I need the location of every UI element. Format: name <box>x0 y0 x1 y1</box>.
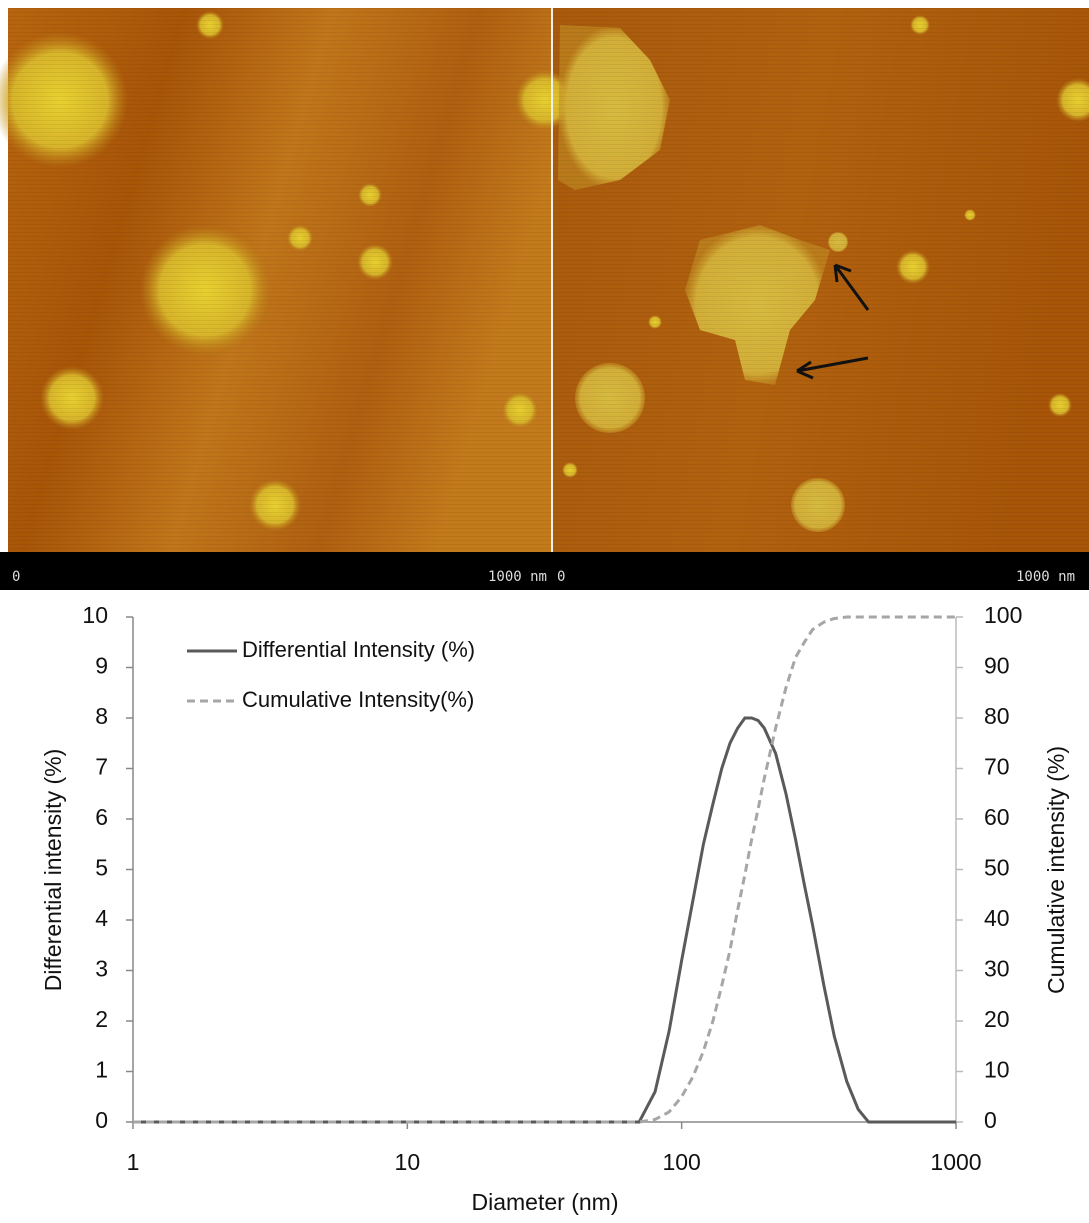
y-tick-label: 2 <box>95 1006 108 1032</box>
y2-tick-label: 50 <box>984 855 1010 881</box>
y-tick-label: 0 <box>95 1107 108 1133</box>
x-tick-label: 10 <box>395 1149 421 1175</box>
y-tick-label: 9 <box>95 653 108 679</box>
y-axis-title: Differential intensity (%) <box>40 749 66 991</box>
y-tick-label: 7 <box>95 754 108 780</box>
y2-tick-label: 80 <box>984 703 1010 729</box>
y2-tick-label: 0 <box>984 1107 997 1133</box>
scale-end: 1000 nm <box>488 569 547 585</box>
y-tick-label: 4 <box>95 905 108 931</box>
y2-tick-label: 10 <box>984 1057 1010 1083</box>
y-tick-label: 6 <box>95 804 108 830</box>
x-axis-title: Diameter (nm) <box>472 1189 619 1215</box>
legend-label: Differential Intensity (%) <box>242 637 475 662</box>
y-tick-label: 10 <box>82 602 108 628</box>
y2-tick-label: 60 <box>984 804 1010 830</box>
y2-tick-label: 90 <box>984 653 1010 679</box>
x-tick-label: 1000 <box>930 1149 981 1175</box>
series-line <box>133 718 956 1122</box>
legend-label: Cumulative Intensity(%) <box>242 687 474 712</box>
page: 0 1000 nm 0 1000 nm Differential intensi… <box>0 0 1089 1223</box>
x-tick-label: 100 <box>662 1149 700 1175</box>
y2-tick-label: 40 <box>984 905 1010 931</box>
y2-tick-label: 100 <box>984 602 1022 628</box>
scale-end: 1000 nm <box>1016 569 1075 585</box>
y2-axis-title: Cumulative intensity (%) <box>1043 746 1069 994</box>
chart: Differential intensity (%) Cumulative in… <box>40 602 1069 1215</box>
y-tick-label: 8 <box>95 703 108 729</box>
scale-start: 0 <box>12 569 20 585</box>
y-tick-label: 5 <box>95 855 108 881</box>
y2-tick-label: 30 <box>984 956 1010 982</box>
x-tick-label: 1 <box>127 1149 140 1175</box>
y2-tick-label: 70 <box>984 754 1010 780</box>
y-tick-label: 3 <box>95 956 108 982</box>
afm-images: 0 1000 nm 0 1000 nm <box>0 8 1089 590</box>
scale-start: 0 <box>557 569 565 585</box>
y-tick-label: 1 <box>95 1057 108 1083</box>
y2-tick-label: 20 <box>984 1006 1010 1032</box>
